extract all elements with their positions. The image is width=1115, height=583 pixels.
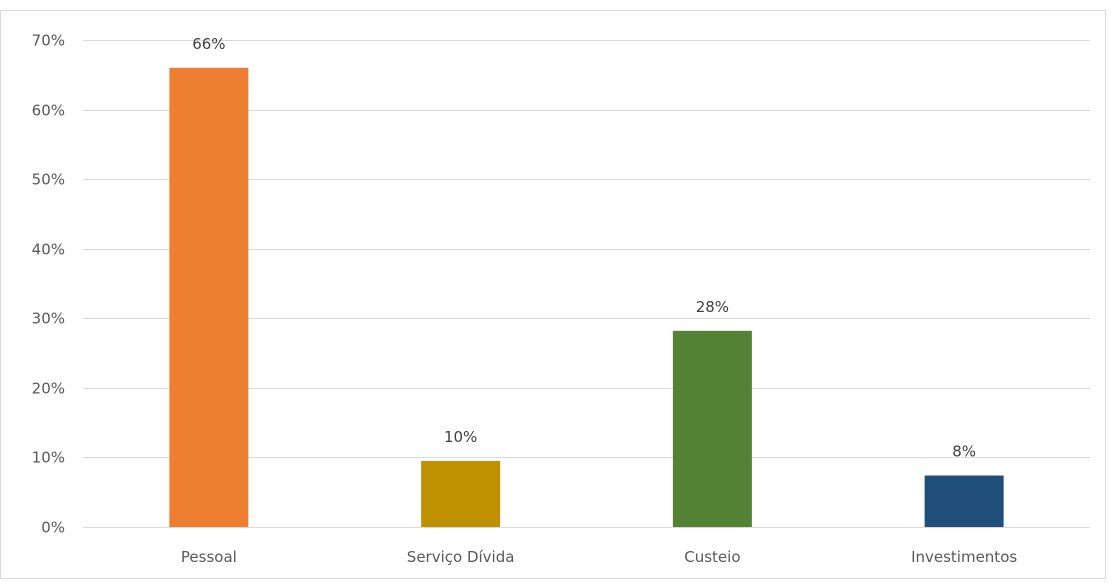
- bar-custeio: [672, 330, 752, 527]
- data-label: 10%: [444, 428, 477, 446]
- y-tick-label: 60%: [32, 102, 65, 120]
- x-tick-label: Pessoal: [181, 548, 237, 566]
- y-tick-label: 40%: [32, 241, 65, 259]
- data-label: 66%: [192, 35, 225, 53]
- x-axis-labels: Pessoal Serviço Dívida Custeio Investimento…: [181, 548, 1017, 566]
- y-tick-label: 70%: [32, 32, 65, 50]
- gridlines: [83, 40, 1090, 528]
- y-tick-label: 20%: [32, 380, 65, 398]
- y-tick-label: 50%: [32, 171, 65, 189]
- x-tick-label: Serviço Dívida: [407, 548, 515, 566]
- y-tick-label: 0%: [41, 519, 65, 537]
- bars: [169, 67, 1004, 527]
- data-label: 8%: [952, 443, 976, 461]
- x-tick-label: Custeio: [684, 548, 740, 566]
- y-tick-label: 30%: [32, 310, 65, 328]
- y-axis-labels: 0% 10% 20% 30% 40% 50% 60% 70%: [32, 32, 65, 537]
- bar-servi-o-d-vida: [421, 460, 501, 527]
- data-labels: 66% 10% 28% 8%: [192, 35, 976, 461]
- bar-pessoal: [169, 67, 249, 527]
- bar-investimentos: [924, 475, 1004, 527]
- data-label: 28%: [696, 298, 729, 316]
- y-tick-label: 10%: [32, 449, 65, 467]
- x-tick-label: Investimentos: [911, 548, 1017, 566]
